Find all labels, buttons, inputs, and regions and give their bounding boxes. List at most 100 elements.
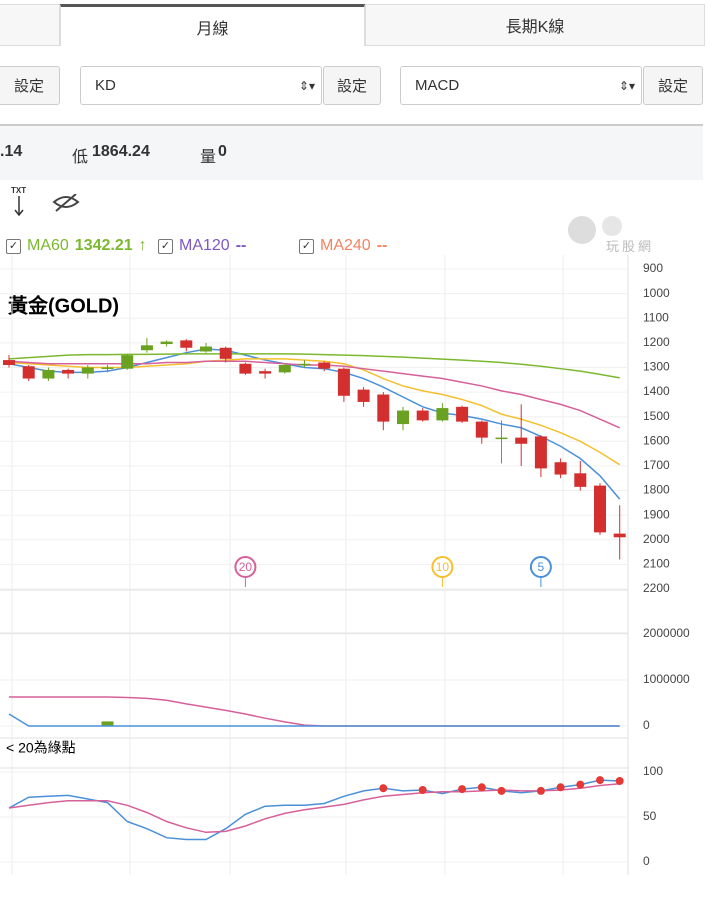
legend-value: --	[376, 237, 388, 254]
candle-body	[495, 437, 508, 440]
tab[interactable]: 長期K線	[365, 4, 705, 46]
y-tick-label: 50	[643, 809, 657, 823]
candle-body	[475, 421, 488, 438]
period-marker	[431, 556, 454, 578]
settings-button[interactable]: 設定	[323, 66, 381, 105]
signal-dot	[458, 785, 467, 794]
legend-name: MA120	[179, 237, 230, 254]
indicator-line	[8, 358, 621, 466]
signal-dot	[615, 777, 624, 785]
candle-body	[574, 473, 587, 487]
chart-title: 黃金(GOLD)	[8, 293, 119, 317]
legend-name: MA240	[320, 237, 371, 254]
candle-body	[42, 369, 55, 379]
signal-dot	[556, 783, 565, 792]
y-tick-label: 1800	[643, 483, 670, 497]
tab[interactable]: 月線	[60, 4, 365, 46]
period-marker	[529, 556, 552, 578]
indicator-line	[8, 779, 620, 841]
candle-body	[515, 437, 528, 444]
indicator-line	[8, 348, 621, 500]
legend-name: MA60	[27, 237, 69, 254]
period-marker-label: 10	[436, 560, 450, 574]
tab[interactable]	[0, 4, 60, 46]
y-tick-label: 1900	[643, 507, 670, 521]
legend-item[interactable]: ✓ MA120 --	[158, 237, 246, 255]
signal-dot	[536, 786, 545, 795]
candle-body	[160, 341, 173, 345]
signal-dot	[418, 786, 427, 794]
candle-body	[456, 406, 469, 422]
signal-dot	[477, 783, 486, 792]
y-tick-label: 0	[643, 718, 650, 732]
text-tool[interactable]: TXT	[11, 186, 27, 195]
candle-body	[594, 485, 606, 533]
candle-body	[436, 408, 449, 421]
legend-item[interactable]: ✓ MA240 --	[299, 237, 387, 255]
candle-body	[397, 410, 409, 425]
candle-body	[337, 368, 350, 396]
y-tick-label: 1200	[643, 335, 670, 349]
candle-body	[239, 363, 252, 374]
candle-body	[140, 345, 153, 351]
y-tick-label: 1600	[643, 433, 670, 447]
y-tick-label: 900	[643, 261, 663, 275]
signal-dot	[379, 784, 388, 793]
candle-body	[416, 410, 429, 421]
signal-dot	[497, 786, 506, 795]
toolbar-icons	[14, 194, 80, 217]
stat-value: 0	[218, 143, 227, 160]
stat-label: 量	[200, 149, 217, 166]
candle-body	[357, 389, 370, 402]
candle-body	[259, 371, 272, 374]
candle-body	[22, 366, 35, 379]
legend-item[interactable]: ✓ MA60 1342.21 ↑	[6, 237, 147, 255]
volume-bar	[101, 721, 114, 726]
y-tick-label: 1000000	[643, 672, 690, 686]
indicator-note: < 20為綠點	[6, 740, 76, 756]
candle-body	[318, 362, 331, 369]
indicator-line	[8, 360, 621, 429]
y-tick-label: 1000	[643, 286, 670, 300]
candle-body	[62, 369, 75, 374]
candle-body	[278, 365, 291, 373]
watermark: 玩股網	[606, 239, 655, 254]
candle-body	[200, 346, 212, 352]
signal-dot	[596, 776, 604, 785]
candle-body	[81, 367, 94, 374]
y-tick-label: 2000000	[643, 626, 690, 640]
chart-area: 黃金(GOLD) 9001000110012001300140015001600…	[0, 255, 690, 875]
stat-value: .14	[0, 143, 23, 160]
y-tick-label: 1500	[643, 409, 670, 423]
candle-body	[613, 533, 626, 538]
candle-body	[534, 436, 547, 469]
settings-button[interactable]: 設定	[0, 66, 60, 105]
indicator-line	[9, 696, 620, 727]
stats-bar	[0, 124, 703, 180]
stat-value: 1864.24	[92, 143, 150, 160]
y-tick-label: 100	[643, 764, 663, 778]
period-marker	[234, 556, 257, 578]
y-tick-label: 1400	[643, 384, 670, 398]
settings-button[interactable]: 設定	[643, 66, 703, 105]
legend-value: 1342.21	[74, 237, 133, 254]
candle-body	[101, 367, 114, 369]
indicator-line	[8, 782, 620, 834]
signal-dot	[576, 780, 585, 789]
candle-body	[554, 462, 567, 475]
period-marker-label: 5	[538, 560, 545, 574]
y-tick-label: 2100	[643, 557, 670, 571]
candle-body	[298, 363, 311, 366]
period-marker-label: 20	[239, 560, 253, 574]
watermark-logo	[568, 216, 622, 244]
indicator-line	[8, 713, 620, 727]
indicator-select[interactable]: MACD	[400, 66, 642, 105]
y-tick-label: 0	[643, 854, 650, 868]
y-tick-label: 1100	[643, 310, 669, 324]
y-tick-label: 1700	[643, 458, 670, 472]
y-tick-label: 1300	[643, 360, 670, 374]
indicator-line	[8, 353, 620, 379]
candle-body	[180, 340, 193, 348]
indicator-select[interactable]: KD	[80, 66, 322, 105]
